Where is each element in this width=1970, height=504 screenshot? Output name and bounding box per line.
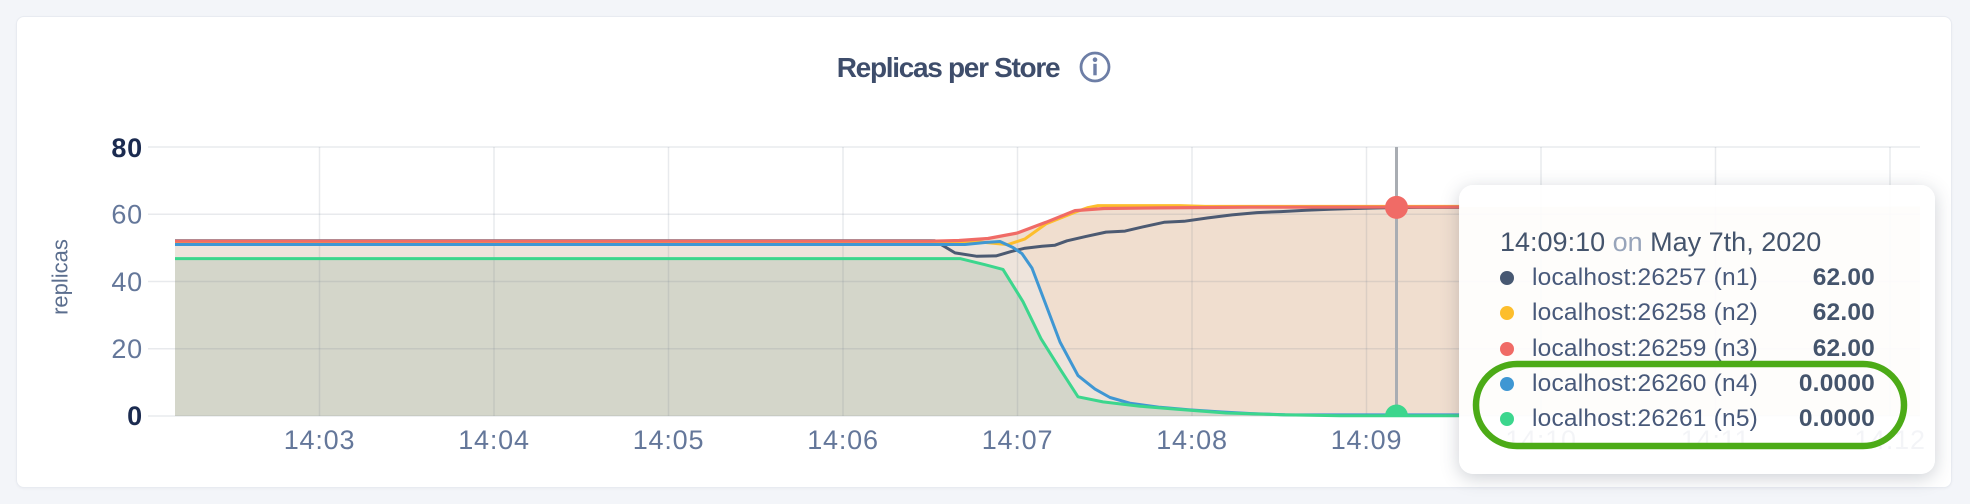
svg-text:20: 20 [111,334,143,364]
svg-text:14:09: 14:09 [1331,425,1403,455]
svg-text:14:07: 14:07 [982,425,1054,455]
svg-text:14:05: 14:05 [633,425,705,455]
svg-text:14:04: 14:04 [458,425,530,455]
svg-text:60: 60 [111,200,143,230]
svg-text:14:06: 14:06 [807,425,879,455]
svg-text:0: 0 [127,401,143,431]
svg-text:14:08: 14:08 [1156,425,1228,455]
svg-text:replicas: replicas [48,239,73,315]
svg-text:80: 80 [111,133,143,163]
svg-text:40: 40 [111,267,143,297]
svg-text:14:03: 14:03 [284,425,356,455]
svg-text:Replicas per Store: Replicas per Store [837,52,1060,83]
